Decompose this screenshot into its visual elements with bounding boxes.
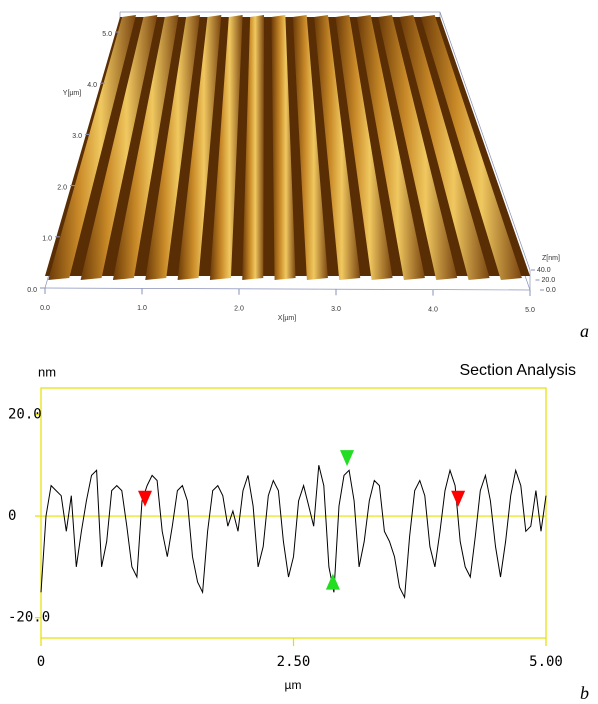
- y-tick-label: 0.0: [27, 287, 37, 294]
- x-tick-label: 0.0: [40, 305, 50, 312]
- cursor-marker: [325, 573, 340, 590]
- section-plot: 20.0 0 -20.0 0 2.50 5.00 nm Section Analysis µm b: [8, 362, 589, 703]
- y-tick-label: 0: [8, 508, 16, 524]
- surface-ridge: [399, 15, 490, 280]
- surface-ridge: [209, 15, 243, 280]
- profile-line: [40, 465, 547, 600]
- chart-title: Section Analysis: [459, 362, 576, 379]
- x-axis-label: X[µm]: [278, 315, 296, 322]
- y-tick-label: 4.0: [87, 82, 97, 89]
- x-tick-label: 3.0: [331, 306, 341, 313]
- x-tick-label: 5.00: [529, 654, 563, 670]
- y-tick-label: -20.0: [8, 610, 50, 626]
- surface-plot: 0.0 1.0 2.0 3.0 4.0 5.0 0.0 1.0 2.0 3.0 4.0 5.0 0.0 2…: [27, 11, 589, 341]
- panel-label: a: [580, 321, 589, 341]
- surface-ridge: [314, 15, 361, 280]
- x-tick-label: 5.0: [525, 307, 535, 314]
- surface-ridge: [271, 15, 296, 280]
- surface-ridge: [420, 15, 522, 280]
- z-tick-label: 40.0: [537, 267, 551, 274]
- surface-ridge: [48, 15, 136, 280]
- x-tick-label: 2.0: [234, 306, 244, 313]
- box-edge: [439, 11, 531, 271]
- y-tick-label: 1.0: [42, 236, 52, 243]
- y-axis-label: Y[µm]: [63, 90, 81, 97]
- surface-ridge: [378, 15, 458, 280]
- surface-ridge: [145, 15, 200, 280]
- y-tick-label: 3.0: [72, 133, 82, 140]
- cursor-marker: [340, 450, 355, 467]
- panel-label: b: [580, 683, 589, 703]
- y-tick-label: 5.0: [102, 31, 112, 38]
- surface-ridge: [356, 15, 425, 280]
- surface-ridge: [80, 15, 158, 280]
- cursor-marker: [138, 490, 153, 507]
- x-tick-label: 2.50: [277, 654, 311, 670]
- surface-ridge: [177, 15, 222, 280]
- y-tick-label: 2.0: [57, 184, 67, 191]
- surface-ridge: [242, 15, 264, 280]
- z-tick-label: 20.0: [542, 277, 556, 284]
- y-tick-label: 20.0: [8, 406, 42, 422]
- cursor-marker: [451, 490, 466, 507]
- x-tick-label: 4.0: [428, 306, 438, 313]
- x-tick-label: 0: [37, 654, 45, 670]
- x-axis-label: µm: [285, 678, 302, 692]
- z-axis-label: Z[nm]: [542, 255, 560, 262]
- z-tick-label: 0.0: [546, 287, 556, 294]
- plot-frame: [40, 387, 547, 639]
- y-axis-label: nm: [38, 364, 56, 379]
- x-tick-label: 1.0: [137, 305, 147, 312]
- surface-ridge: [112, 15, 179, 280]
- box-edge: [44, 287, 531, 291]
- surface-ridge: [292, 15, 328, 280]
- surface-ridge: [335, 15, 393, 280]
